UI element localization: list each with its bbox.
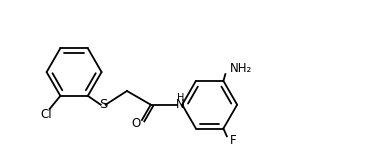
Text: NH₂: NH₂ bbox=[230, 62, 253, 75]
Text: S: S bbox=[99, 98, 107, 111]
Text: N: N bbox=[176, 98, 185, 111]
Text: H: H bbox=[176, 93, 184, 103]
Text: F: F bbox=[230, 134, 237, 147]
Text: O: O bbox=[131, 117, 141, 130]
Text: Cl: Cl bbox=[40, 108, 51, 121]
